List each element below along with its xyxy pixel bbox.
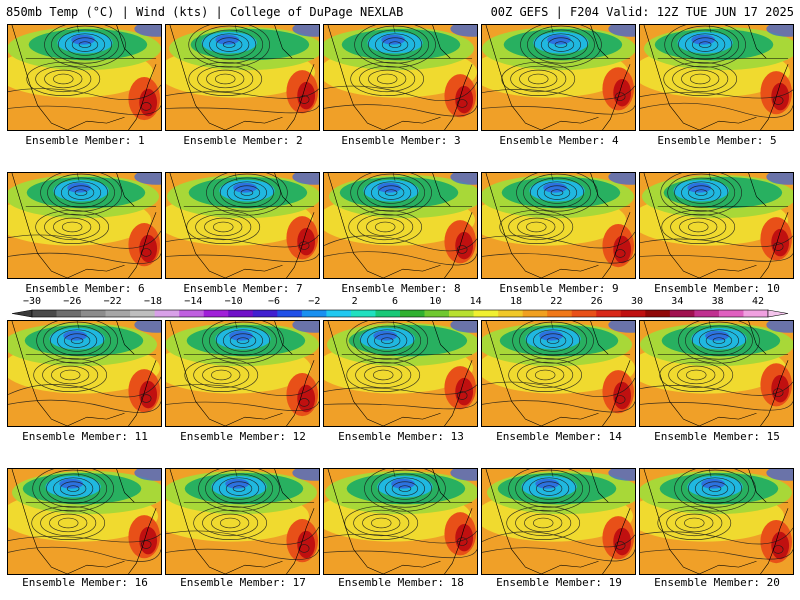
- ensemble-member-label: Ensemble Member: 4: [499, 134, 619, 147]
- colorbar-swatch: [301, 310, 327, 317]
- colorbar-swatch: [32, 310, 57, 317]
- ensemble-map-panel: [481, 468, 636, 575]
- colorbar-swatch: [400, 310, 425, 317]
- colorbar-swatch: [179, 310, 205, 317]
- ensemble-member-label: Ensemble Member: 7: [183, 282, 303, 295]
- ensemble-map-panel: [165, 320, 320, 427]
- ensemble-map-panel: [323, 24, 478, 131]
- ensemble-member-label: Ensemble Member: 12: [180, 430, 306, 443]
- colorbar-tick-label: −26: [63, 296, 82, 307]
- ensemble-member-label: Ensemble Member: 10: [654, 282, 780, 295]
- ensemble-map-panel: [481, 24, 636, 131]
- ensemble-member-label: Ensemble Member: 8: [341, 282, 461, 295]
- ensemble-member-label: Ensemble Member: 1: [25, 134, 145, 147]
- colorbar-tick-label: −2: [308, 296, 321, 307]
- colorbar-swatch: [326, 310, 352, 317]
- colorbar-swatch: [203, 310, 229, 317]
- ensemble-map-panel: [7, 320, 162, 427]
- colorbar-swatch: [81, 310, 106, 317]
- ensemble-member-label: Ensemble Member: 3: [341, 134, 461, 147]
- ensemble-map-panel: [323, 468, 478, 575]
- colorbar-swatch: [645, 310, 671, 317]
- colorbar-tick-label: 2: [351, 296, 358, 307]
- ensemble-map-panel: [323, 320, 478, 427]
- ensemble-map-panel: [7, 24, 162, 131]
- colorbar-swatch: [473, 310, 499, 317]
- ensemble-member-label: Ensemble Member: 2: [183, 134, 303, 147]
- colorbar-swatch: [277, 310, 303, 317]
- ensemble-map-panel: [639, 468, 794, 575]
- colorbar-swatch: [424, 310, 450, 317]
- ensemble-member-label: Ensemble Member: 11: [22, 430, 148, 443]
- ensemble-map-panel: [481, 320, 636, 427]
- ensemble-member-label: Ensemble Member: 14: [496, 430, 622, 443]
- ensemble-member-label: Ensemble Member: 5: [657, 134, 777, 147]
- header: 850mb Temp (°C) | Wind (kts) | College o…: [0, 0, 800, 24]
- colorbar-tick-label: 34: [671, 296, 684, 307]
- colorbar-arrow-low: [11, 309, 33, 318]
- colorbar-swatch: [620, 310, 646, 317]
- colorbar-swatch: [596, 310, 622, 317]
- colorbar-swatch: [522, 310, 548, 317]
- colorbar-swatch: [498, 310, 523, 317]
- colorbar-tick-label: 10: [429, 296, 442, 307]
- ensemble-map-panel: [639, 172, 794, 279]
- colorbar-tick-label: 6: [391, 296, 399, 307]
- colorbar-swatch: [743, 310, 769, 317]
- colorbar-swatch: [571, 310, 597, 317]
- colorbar-tick-label: 18: [509, 296, 523, 307]
- colorbar-swatch: [375, 310, 401, 317]
- ensemble-member-label: Ensemble Member: 18: [338, 576, 464, 589]
- ensemble-member-label: Ensemble Member: 15: [654, 430, 780, 443]
- run-valid-time: 00Z GEFS | F204 Valid: 12Z TUE JUN 17 20…: [490, 5, 794, 19]
- colorbar-tick-label: −10: [224, 296, 243, 307]
- ensemble-member-label: Ensemble Member: 19: [496, 576, 622, 589]
- ensemble-map-panel: [323, 172, 478, 279]
- ensemble-map-panel: [7, 172, 162, 279]
- ensemble-member-label: Ensemble Member: 17: [180, 576, 306, 589]
- ensemble-map-panel: [165, 24, 320, 131]
- colorbar-tick-label: 42: [751, 296, 765, 307]
- ensemble-map-panel: [481, 172, 636, 279]
- colorbar-tick-label: −22: [103, 296, 122, 307]
- ensemble-map-panel: [7, 468, 162, 575]
- colorbar-swatch: [718, 310, 744, 317]
- ensemble-member-label: Ensemble Member: 16: [22, 576, 148, 589]
- colorbar-tick-label: −18: [143, 296, 163, 307]
- colorbar-swatch: [694, 310, 720, 317]
- colorbar-swatch: [105, 310, 131, 317]
- ensemble-map-panel: [165, 172, 320, 279]
- temperature-colorbar: −30 −26 −22 −18 −14 −10 −6 −2 2 6 10 14 18 22 26 30 34 38…: [8, 296, 792, 322]
- map-title: 850mb Temp (°C) | Wind (kts) | College o…: [6, 5, 404, 19]
- colorbar-swatch: [130, 310, 155, 317]
- ensemble-member-label: Ensemble Member: 6: [25, 282, 145, 295]
- colorbar-swatch: [547, 310, 573, 317]
- colorbar-swatch: [228, 310, 254, 317]
- colorbar-tick-label: −30: [22, 296, 42, 307]
- colorbar-swatch: [56, 310, 82, 317]
- ensemble-member-label: Ensemble Member: 9: [499, 282, 619, 295]
- colorbar-tick-label: 30: [630, 296, 644, 307]
- colorbar-tick-label: −6: [267, 296, 281, 307]
- ensemble-map-panel: [639, 320, 794, 427]
- ensemble-map-panel: [165, 468, 320, 575]
- colorbar-arrow-high: [767, 309, 789, 318]
- colorbar-tick-label: 22: [550, 296, 563, 307]
- colorbar-tick-label: −14: [184, 296, 203, 307]
- ensemble-map-panel: [639, 24, 794, 131]
- colorbar-swatch: [252, 310, 278, 317]
- ensemble-member-label: Ensemble Member: 13: [338, 430, 464, 443]
- ensemble-member-label: Ensemble Member: 20: [654, 576, 780, 589]
- colorbar-swatch: [154, 310, 180, 317]
- colorbar-swatch: [350, 310, 376, 317]
- colorbar-tick-label: 14: [469, 296, 482, 307]
- colorbar-swatch: [449, 310, 474, 317]
- colorbar-swatch: [669, 310, 695, 317]
- colorbar-tick-label: 26: [590, 296, 603, 307]
- colorbar-tick-label: 38: [711, 296, 724, 307]
